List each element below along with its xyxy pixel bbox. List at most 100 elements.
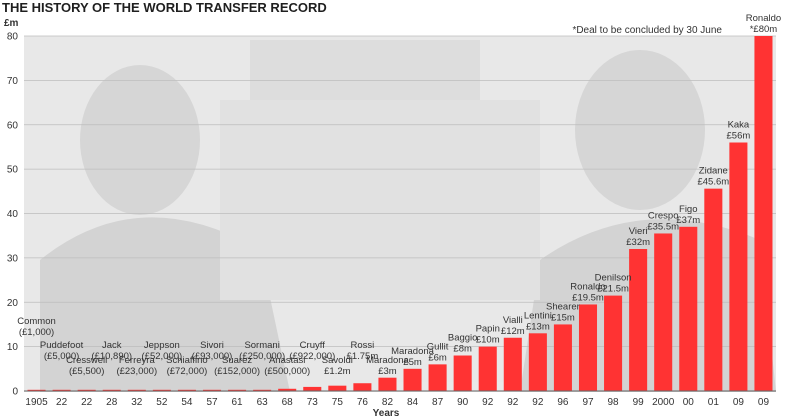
bar-player-label: Common	[17, 316, 56, 327]
y-axis-unit-label: £m	[4, 18, 19, 29]
x-tick-label: 52	[156, 397, 168, 408]
bar-player-label: Puddefoot	[40, 340, 84, 351]
bar-player-label: Sormani	[244, 340, 279, 351]
bar-fee-label: £5m	[403, 357, 422, 368]
x-tick-label: 61	[232, 397, 244, 408]
x-axis-ticks: 1905 22 22 28 32 52 54 57 61 63 68 73 75 76 82 84 87 90 92…	[25, 397, 769, 408]
bar-fee-label: (£250,000)	[239, 351, 285, 362]
background-photo	[24, 36, 776, 392]
bar-fee-label: £12m	[501, 326, 525, 337]
x-tick-label: 87	[432, 397, 444, 408]
x-tick-label: 98	[608, 397, 620, 408]
bar	[478, 346, 497, 391]
bar-fee-label: £8m	[453, 344, 472, 355]
bar-player-label: Vieri	[629, 226, 648, 237]
bar	[152, 389, 171, 391]
bar	[378, 377, 397, 391]
bar	[328, 385, 347, 391]
bar	[253, 389, 272, 391]
bar-fee-label: £15m	[551, 312, 575, 323]
bar	[353, 383, 372, 391]
y-tick-label: 10	[7, 342, 19, 353]
y-tick-label: 60	[7, 120, 19, 131]
x-tick-label: 76	[357, 397, 369, 408]
x-tick-label: 82	[382, 397, 394, 408]
bars	[27, 36, 773, 391]
bar	[77, 389, 96, 391]
bar-fee-label: £21.5m	[597, 284, 629, 295]
bar-player-label: Sivori	[200, 340, 224, 351]
x-tick-label: 68	[282, 397, 294, 408]
bar-fee-label: (£5,000)	[44, 351, 79, 362]
bar-player-label: Jack	[102, 340, 122, 351]
bar-player-label: Jeppson	[144, 340, 180, 351]
x-tick-label: 2000	[652, 397, 675, 408]
x-tick-label: 73	[307, 397, 319, 408]
x-tick-label: 92	[507, 397, 519, 408]
bar	[528, 333, 547, 391]
bar-player-label: Baggio	[448, 333, 478, 344]
bar	[202, 389, 222, 391]
x-tick-label: 63	[257, 397, 269, 408]
x-tick-label: 22	[81, 397, 93, 408]
bar-player-label: Denilson	[595, 273, 632, 284]
bar-fee-label: £32m	[626, 237, 650, 248]
y-tick-label: 40	[7, 209, 19, 220]
x-tick-label: 28	[106, 397, 118, 408]
bar-player-label: Kaka	[728, 120, 750, 131]
bar-fee-label: £56m	[727, 131, 751, 142]
bar-player-label: Anastasi	[269, 355, 305, 366]
bar	[52, 389, 71, 391]
bar-player-label: Maradona	[391, 346, 434, 357]
bar-player-label: Savoldi	[322, 355, 353, 366]
x-tick-label: 96	[557, 397, 569, 408]
bar	[177, 389, 196, 391]
bar-fee-label: £6m	[428, 352, 447, 363]
bar-player-label: Maradona	[366, 355, 409, 366]
y-tick-label: 30	[7, 253, 19, 264]
bar-fee-label: (£1,000)	[19, 327, 54, 338]
bar-fee-label: £19.5m	[572, 292, 604, 303]
y-tick-label: 0	[12, 387, 18, 398]
bar-fee-label: (£23,000)	[116, 366, 157, 377]
bar-fee-label: (£10,890)	[91, 351, 132, 362]
x-tick-label: 09	[733, 397, 745, 408]
bar	[578, 304, 598, 391]
bar-player-label: Lentini	[524, 310, 552, 321]
bar-player-label: Ronaldo	[570, 281, 605, 292]
bar-fee-label: (£93,000)	[192, 351, 233, 362]
bar	[654, 233, 673, 391]
bar-fee-label: (£500,000)	[264, 366, 310, 377]
bar-player-label: Ronaldo	[746, 13, 781, 24]
bar	[629, 249, 648, 391]
y-tick-label: 70	[7, 76, 19, 87]
bar	[679, 226, 698, 391]
bar	[127, 389, 146, 391]
bar-player-label: Cruyff	[300, 340, 326, 351]
bar-fee-label: £13m	[526, 321, 550, 332]
bar-player-label: Crespo	[648, 210, 679, 221]
bar-fee-label: £10m	[476, 335, 500, 346]
x-tick-label: 00	[683, 397, 695, 408]
x-tick-label: 01	[708, 397, 720, 408]
bar	[428, 364, 447, 391]
x-tick-label: 92	[532, 397, 544, 408]
x-tick-label: 57	[206, 397, 218, 408]
bar	[102, 389, 121, 391]
x-tick-label: 1905	[25, 397, 48, 408]
x-tick-label: 84	[407, 397, 419, 408]
bar-fee-label: £37m	[676, 215, 700, 226]
bar-player-label: Ferreyra	[119, 355, 156, 366]
bar-fee-label: (£72,000)	[167, 366, 208, 377]
x-tick-label: 92	[482, 397, 494, 408]
bar-player-label: Schiaffino	[166, 355, 208, 366]
bar-player-label: Gullit	[427, 341, 449, 352]
x-axis-title: Years	[373, 408, 400, 419]
bar-player-label: Zidane	[699, 166, 728, 177]
bar-fee-label: £45.6m	[697, 177, 729, 188]
bar-fee-label: (£922,000)	[289, 351, 335, 362]
x-tick-label: 99	[633, 397, 645, 408]
x-tick-label: 90	[457, 397, 469, 408]
bar	[27, 389, 46, 391]
